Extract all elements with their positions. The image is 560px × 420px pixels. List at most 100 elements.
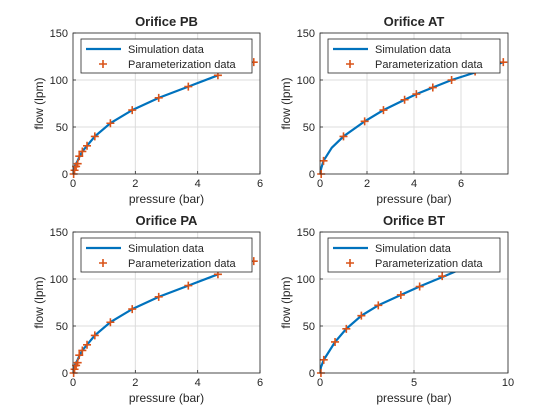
x-tick-label: 0 — [317, 178, 323, 190]
y-tick-label: 0 — [309, 169, 315, 181]
parameterization-point — [331, 337, 340, 346]
parameterization-point — [360, 117, 369, 126]
axes-box — [72, 231, 261, 374]
parameterization-point — [339, 132, 348, 141]
legend-box — [327, 237, 501, 273]
parameterization-point — [396, 290, 405, 299]
y-tick-label: 150 — [297, 28, 315, 40]
parameterization-point — [83, 141, 92, 150]
parameterization-point — [73, 159, 82, 168]
x-tick-label: 0 — [70, 178, 76, 190]
y-tick-label: 0 — [62, 169, 68, 181]
chart-title: Orifice PA — [136, 213, 199, 228]
parameterization-point — [184, 82, 193, 91]
parameterization-point — [499, 58, 508, 67]
y-tick-label: 150 — [50, 227, 68, 239]
x-tick-label: 6 — [257, 178, 263, 190]
x-tick-label: 2 — [132, 377, 138, 389]
legend: Simulation data Parameterization data — [80, 237, 253, 273]
parameterization-point — [447, 76, 456, 84]
parameterization-point — [106, 119, 115, 128]
y-tick-label: 0 — [62, 368, 68, 380]
chart-title: Orifice AT — [384, 14, 445, 29]
parameterization-point — [379, 106, 388, 115]
parameterization-point — [70, 166, 79, 175]
parameterization-point — [319, 156, 328, 165]
parameterization-point — [78, 346, 87, 355]
y-tick-label: 50 — [303, 321, 315, 333]
parameterization-point — [438, 272, 447, 281]
x-tick-label: 0 — [317, 377, 323, 389]
parameterization-point — [184, 281, 193, 290]
legend-simulation-label: Simulation data — [375, 243, 452, 255]
legend-simulation-label: Simulation data — [375, 44, 452, 56]
y-tick-label: 50 — [56, 321, 68, 333]
axes-box — [319, 231, 509, 374]
parameterization-point — [412, 90, 421, 99]
x-tick-label: 6 — [257, 377, 263, 389]
chart-title: Orifice BT — [383, 213, 445, 228]
x-tick-label: 4 — [411, 178, 417, 190]
parameterization-point — [154, 292, 163, 301]
y-tick-label: 150 — [50, 28, 68, 40]
legend-parameterization-label: Parameterization data — [375, 59, 483, 71]
x-axis-label: pressure (bar) — [129, 391, 204, 405]
legend-box — [80, 38, 253, 74]
x-tick-label: 4 — [195, 178, 201, 190]
parameterization-point — [319, 355, 328, 364]
parameterization-point — [342, 324, 351, 333]
legend: Simulation data Parameterization data — [80, 38, 253, 74]
y-tick-label: 50 — [303, 122, 315, 134]
y-axis-label: flow (lpm) — [32, 276, 46, 328]
y-tick-label: 0 — [309, 368, 315, 380]
parameterization-point — [128, 305, 137, 314]
legend-parameterization-swatch — [99, 60, 107, 68]
y-tick-label: 100 — [297, 274, 315, 286]
parameterization-point — [75, 351, 84, 360]
legend-parameterization-swatch — [346, 259, 354, 267]
legend-parameterization-swatch — [346, 60, 354, 68]
y-tick-label: 150 — [297, 227, 315, 239]
x-axis-label: pressure (bar) — [376, 192, 451, 206]
parameterization-point — [154, 93, 163, 102]
axes-box — [72, 32, 261, 175]
parameterization-point — [400, 95, 409, 104]
parameterization-point — [90, 331, 99, 340]
parameterization-point — [75, 152, 84, 161]
legend-parameterization-label: Parameterization data — [128, 258, 236, 270]
parameterization-point — [428, 83, 437, 92]
parameterization-point — [415, 282, 424, 291]
subplot-3: 0 2 4 6 0 50 100 150 Orifice PA pressure (bar) flo… — [32, 213, 263, 405]
parameterization-point — [83, 340, 92, 349]
subplot-2: 0 2 4 6 0 50 100 150 Orifice AT pressure (bar) flo… — [279, 14, 509, 206]
parameterization-point — [357, 311, 366, 320]
x-tick-label: 0 — [70, 377, 76, 389]
x-tick-label: 6 — [458, 178, 464, 190]
legend: Simulation data Parameterization data — [327, 237, 501, 273]
x-tick-label: 2 — [364, 178, 370, 190]
legend-parameterization-label: Parameterization data — [128, 59, 236, 71]
parameterization-point — [70, 365, 79, 374]
legend-simulation-label: Simulation data — [128, 44, 205, 56]
legend: Simulation data Parameterization data — [327, 38, 501, 74]
x-tick-label: 4 — [195, 377, 201, 389]
chart-title: Orifice PB — [135, 14, 198, 29]
legend-simulation-label: Simulation data — [128, 243, 205, 255]
parameterization-point — [106, 318, 115, 327]
legend-box — [327, 38, 501, 74]
y-tick-label: 100 — [297, 75, 315, 87]
subplot-1: 0 2 4 6 0 50 100 150 Orifice PB pressure (bar) flo… — [32, 14, 263, 206]
axes-box — [319, 32, 509, 175]
legend-parameterization-label: Parameterization data — [375, 258, 483, 270]
x-tick-label: 2 — [132, 178, 138, 190]
x-axis-label: pressure (bar) — [129, 192, 204, 206]
y-axis-label: flow (lpm) — [279, 276, 293, 328]
parameterization-point — [73, 358, 82, 367]
y-tick-label: 50 — [56, 122, 68, 134]
y-axis-label: flow (lpm) — [279, 77, 293, 129]
y-tick-label: 100 — [50, 75, 68, 87]
parameterization-point — [374, 301, 383, 310]
x-tick-label: 5 — [411, 377, 417, 389]
